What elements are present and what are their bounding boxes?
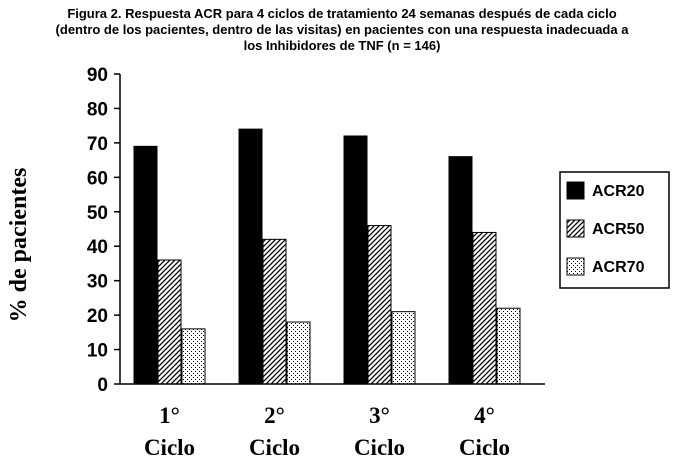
bar-acr70-2 bbox=[286, 321, 311, 385]
bar-acr70-4 bbox=[496, 307, 521, 385]
category-label-number: 4° bbox=[474, 403, 495, 428]
bar-acr20-3 bbox=[343, 135, 368, 385]
category-label-word: Ciclo bbox=[144, 435, 195, 460]
legend-swatch-acr20 bbox=[566, 181, 585, 200]
y-axis-ticks: 0 10 20 30 40 50 60 70 80 90 bbox=[87, 65, 120, 396]
y-axis-label: % de pacientes bbox=[6, 168, 32, 323]
y-tick-label: 80 bbox=[87, 99, 108, 120]
bar-acr70-3 bbox=[391, 311, 416, 385]
y-tick-label: 50 bbox=[87, 203, 108, 224]
category-label-number: 1° bbox=[159, 403, 180, 428]
bar-acr20-1 bbox=[133, 145, 158, 385]
y-tick-label: 40 bbox=[87, 237, 108, 258]
chart-title-line: los Inhibidores de TNF (n = 146) bbox=[244, 38, 441, 53]
legend-label-acr20: ACR20 bbox=[592, 183, 645, 200]
chart-title-line: Figura 2. Respuesta ACR para 4 ciclos de… bbox=[67, 6, 616, 21]
chart-title-line: (dentro de los pacientes, dentro de las … bbox=[56, 22, 630, 37]
y-tick-label: 0 bbox=[97, 375, 108, 396]
chart-title: Figura 2. Respuesta ACR para 4 ciclos de… bbox=[56, 6, 630, 53]
y-tick-label: 60 bbox=[87, 168, 108, 189]
category-label-number: 3° bbox=[369, 403, 390, 428]
bar-acr20-2 bbox=[238, 128, 263, 385]
y-tick-label: 20 bbox=[87, 306, 108, 327]
bar-acr50-2 bbox=[262, 238, 287, 385]
category-label-word: Ciclo bbox=[459, 435, 510, 460]
legend-swatch-acr70 bbox=[566, 257, 585, 276]
category-label-word: Ciclo bbox=[354, 435, 405, 460]
y-tick-label: 70 bbox=[87, 134, 108, 155]
legend-swatch-acr50 bbox=[566, 219, 585, 238]
x-axis-category-labels: 1° Ciclo 2° Ciclo 3° Ciclo 4° Ciclo bbox=[144, 403, 510, 460]
category-label-word: Ciclo bbox=[249, 435, 300, 460]
y-tick-label: 90 bbox=[87, 65, 108, 86]
category-label-number: 2° bbox=[264, 403, 285, 428]
bar-acr20-4 bbox=[448, 156, 473, 385]
y-tick-label: 30 bbox=[87, 272, 108, 293]
bar-acr70-1 bbox=[181, 328, 206, 385]
legend-label-acr50: ACR50 bbox=[592, 221, 645, 238]
bars bbox=[133, 128, 521, 385]
legend-label-acr70: ACR70 bbox=[592, 259, 645, 276]
legend: ACR20 ACR50 ACR70 bbox=[559, 171, 670, 289]
bar-acr50-4 bbox=[472, 231, 497, 385]
y-tick-label: 10 bbox=[87, 341, 108, 362]
bar-acr50-3 bbox=[367, 225, 392, 385]
bar-acr50-1 bbox=[157, 259, 182, 385]
